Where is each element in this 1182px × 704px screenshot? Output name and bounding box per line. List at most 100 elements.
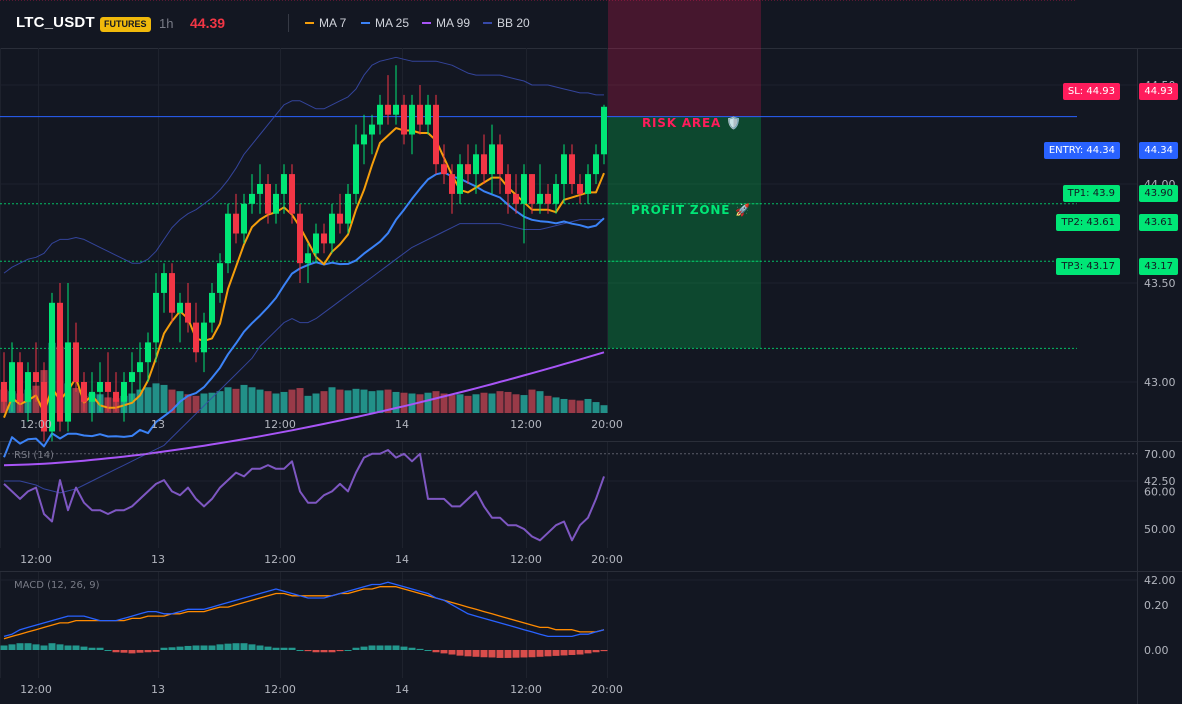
candle-body bbox=[313, 233, 319, 254]
candle-body bbox=[489, 144, 495, 175]
ma7-line bbox=[3, 127, 605, 418]
macd-histogram-bar bbox=[368, 645, 376, 650]
volume-bar bbox=[360, 389, 368, 413]
macd-histogram-bar bbox=[56, 644, 64, 650]
volume-bar bbox=[272, 393, 280, 413]
entry-price-tag: 44.34 bbox=[1139, 142, 1178, 159]
candle-body bbox=[465, 164, 471, 175]
macd-histogram-bar bbox=[224, 643, 232, 650]
candle-body bbox=[257, 184, 263, 194]
macd-histogram-bar bbox=[240, 643, 248, 650]
volume-bar bbox=[304, 395, 312, 413]
candle-body bbox=[505, 174, 511, 194]
volume-bar bbox=[208, 392, 216, 413]
macd-histogram-bar bbox=[328, 650, 336, 653]
macd-histogram-bar bbox=[520, 650, 528, 658]
volume-bar bbox=[552, 397, 560, 413]
volume-bar bbox=[448, 395, 456, 413]
candle-body bbox=[1, 382, 7, 402]
volume-bar bbox=[328, 387, 336, 413]
volume-bar bbox=[568, 399, 576, 413]
macd-histogram-bar bbox=[248, 644, 256, 650]
candle-body bbox=[481, 154, 487, 175]
candle-body bbox=[161, 273, 167, 293]
macd-histogram-bar bbox=[376, 645, 384, 650]
volume-bar bbox=[368, 391, 376, 413]
macd-histogram-bar bbox=[32, 644, 40, 650]
macd-histogram-bar bbox=[296, 650, 304, 651]
volume-bar bbox=[416, 394, 424, 413]
tp3-tag[interactable]: TP3: 43.17 bbox=[1056, 258, 1120, 275]
volume-bar bbox=[216, 391, 224, 413]
volume-bar bbox=[424, 392, 432, 413]
candle-body bbox=[401, 104, 407, 135]
candle-body bbox=[361, 134, 367, 145]
volume-bar bbox=[504, 391, 512, 413]
macd-histogram-bar bbox=[72, 645, 80, 650]
volume-bar bbox=[144, 387, 152, 413]
candle-body bbox=[281, 174, 287, 194]
macd-histogram-bar bbox=[208, 645, 216, 650]
macd-histogram-bar bbox=[416, 648, 424, 650]
candle-body bbox=[585, 174, 591, 194]
macd-histogram-bar bbox=[384, 645, 392, 650]
volume-bar bbox=[560, 398, 568, 413]
macd-histogram-bar bbox=[304, 650, 312, 652]
candle-body bbox=[529, 174, 535, 204]
price-axis-label: 43.00 bbox=[1144, 376, 1176, 389]
macd-histogram-bar bbox=[96, 647, 104, 650]
volume-bar bbox=[288, 389, 296, 413]
legend-ma99[interactable]: MA 99 bbox=[422, 16, 470, 30]
time-axis-label-rsi: 12:00 bbox=[510, 553, 542, 566]
macd-histogram-bar bbox=[480, 650, 488, 658]
volume-bar bbox=[224, 387, 232, 413]
candle-body bbox=[25, 372, 31, 402]
timeframe-label[interactable]: 1h bbox=[159, 16, 174, 31]
sl-tag[interactable]: SL: 44.93 bbox=[1062, 83, 1120, 100]
macd-histogram-bar bbox=[360, 646, 368, 650]
macd-histogram-bar bbox=[160, 647, 168, 650]
candle-body bbox=[201, 322, 207, 353]
volume-bar bbox=[392, 391, 400, 413]
legend-ma25-label: MA 25 bbox=[375, 16, 410, 30]
volume-bar bbox=[536, 391, 544, 413]
legend-ma99-label: MA 99 bbox=[436, 16, 471, 30]
macd-histogram-bar bbox=[104, 650, 112, 651]
volume-bar bbox=[256, 389, 264, 413]
time-axis-label-macd: 20:00 bbox=[591, 683, 623, 696]
legend-ma7[interactable]: MA 7 bbox=[305, 16, 346, 30]
volume-bar bbox=[488, 393, 496, 413]
price-axis-label: 42.00 bbox=[1144, 574, 1176, 587]
time-axis-label-macd: 12:00 bbox=[20, 683, 52, 696]
tp2-tag[interactable]: TP2: 43.61 bbox=[1056, 214, 1120, 231]
tp1-tag[interactable]: TP1: 43.9 bbox=[1062, 185, 1120, 202]
macd-histogram-bar bbox=[576, 650, 584, 655]
time-axis-label-macd: 13 bbox=[151, 683, 165, 696]
candle-body bbox=[601, 106, 607, 155]
volume-bar bbox=[584, 398, 592, 413]
legend-ma25[interactable]: MA 25 bbox=[361, 16, 409, 30]
macd-histogram-bar bbox=[400, 646, 408, 650]
candle-body bbox=[153, 292, 159, 343]
macd-histogram-bar bbox=[488, 650, 496, 658]
macd-histogram-bar bbox=[272, 647, 280, 650]
macd-histogram-bar bbox=[16, 643, 24, 650]
macd-histogram-bar bbox=[192, 645, 200, 650]
macd-histogram-bar bbox=[128, 650, 136, 654]
time-axis-label-rsi: 12:00 bbox=[20, 553, 52, 566]
legend-bb20[interactable]: BB 20 bbox=[483, 16, 530, 30]
risk-area-zone bbox=[608, 0, 761, 117]
macd-histogram-bar bbox=[24, 643, 32, 650]
candle-body bbox=[217, 263, 223, 293]
volume-bar bbox=[168, 389, 176, 413]
entry-tag[interactable]: ENTRY: 44.34 bbox=[1043, 142, 1120, 159]
volume-bar bbox=[408, 393, 416, 413]
volume-bar bbox=[512, 394, 520, 413]
candle-body bbox=[449, 174, 455, 194]
candle-body bbox=[385, 104, 391, 115]
volume-bar bbox=[232, 388, 240, 413]
macd-histogram-bar bbox=[216, 644, 224, 650]
candle-body bbox=[129, 372, 135, 382]
symbol-name[interactable]: LTC_USDT bbox=[16, 14, 95, 31]
